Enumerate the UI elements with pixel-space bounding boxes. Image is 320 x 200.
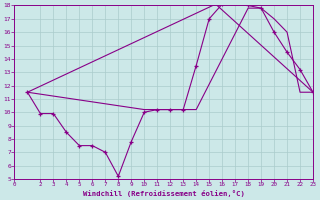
X-axis label: Windchill (Refroidissement éolien,°C): Windchill (Refroidissement éolien,°C): [83, 190, 245, 197]
